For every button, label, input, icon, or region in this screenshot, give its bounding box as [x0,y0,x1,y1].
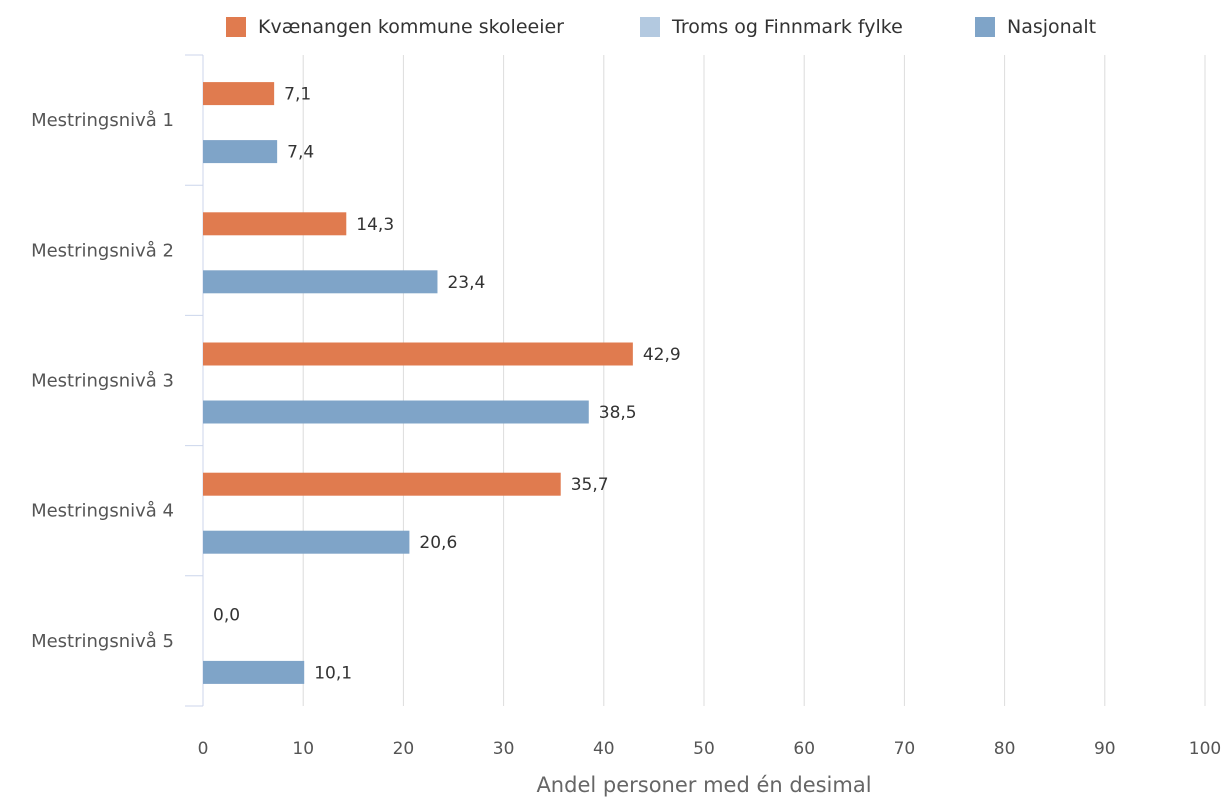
legend-item-kvaenangen[interactable]: Kvænangen kommune skoleeier [226,12,564,42]
x-tick-label-30: 30 [493,739,515,759]
x-tick-label-0: 0 [198,739,209,759]
data-label-kvaenangen-5: 0,0 [213,605,240,625]
bar-nasjonalt-3 [203,400,589,424]
bar-kvaenangen-2 [203,212,347,236]
bar-kvaenangen-3 [203,342,633,366]
legend-swatch-nasjonalt [975,17,995,37]
category-labels: Mestringsnivå 1 Mestringsnivå 2 Mestringsn… [31,110,174,652]
data-label-kvaenangen-3: 42,9 [643,345,681,365]
legend-label-nasjonalt: Nasjonalt [1007,16,1097,38]
data-label-kvaenangen-4: 35,7 [571,475,609,495]
x-tick-label-70: 70 [894,739,916,759]
data-label-kvaenangen-1: 7,1 [284,85,311,105]
bar-nasjonalt-5 [203,660,305,684]
legend-item-troms-finnmark[interactable]: Troms og Finnmark fylke [640,12,903,42]
data-label-nasjonalt-2: 23,4 [447,273,485,293]
bar-nasjonalt-4 [203,530,410,554]
legend-swatch-troms-finnmark [640,17,660,37]
category-label-4: Mestringsnivå 4 [31,501,174,522]
x-tick-label-100: 100 [1189,739,1221,759]
legend-label-troms-finnmark: Troms og Finnmark fylke [672,16,903,38]
legend-label-kvaenangen: Kvænangen kommune skoleeier [258,16,564,38]
bar-kvaenangen-1 [203,82,275,106]
data-label-nasjonalt-5: 10,1 [314,663,352,683]
data-label-kvaenangen-2: 14,3 [356,215,394,235]
x-tick-label-10: 10 [292,739,314,759]
category-axis [185,54,204,707]
x-tick-label-80: 80 [994,739,1016,759]
x-tick-labels: 0 10 20 30 40 50 60 70 80 90 100 [198,739,1222,759]
legend: Kvænangen kommune skoleeier Troms og Fin… [0,12,1229,42]
x-tick-label-90: 90 [1094,739,1116,759]
category-label-3: Mestringsnivå 3 [31,371,174,392]
x-axis-title: Andel personer med én desimal [536,773,871,797]
x-tick-label-60: 60 [793,739,815,759]
gridlines [302,55,1206,706]
category-label-2: Mestringsnivå 2 [31,240,174,261]
category-label-1: Mestringsnivå 1 [31,110,174,131]
data-labels: 7,1 14,3 42,9 35,7 0,0 7,4 23,4 38,5 20,6 10,1 [213,85,681,684]
bar-nasjonalt-1 [203,140,278,164]
x-tick-label-40: 40 [593,739,615,759]
category-label-5: Mestringsnivå 5 [31,631,174,652]
bar-nasjonalt-2 [203,270,438,294]
legend-item-nasjonalt[interactable]: Nasjonalt [975,12,1096,42]
bars [203,82,633,684]
bar-kvaenangen-4 [203,472,561,496]
x-tick-label-20: 20 [393,739,415,759]
data-label-nasjonalt-4: 20,6 [419,533,457,553]
x-tick-label-50: 50 [693,739,715,759]
legend-swatch-kvaenangen [226,17,246,37]
data-label-nasjonalt-3: 38,5 [599,403,637,423]
data-label-nasjonalt-1: 7,4 [287,143,314,163]
